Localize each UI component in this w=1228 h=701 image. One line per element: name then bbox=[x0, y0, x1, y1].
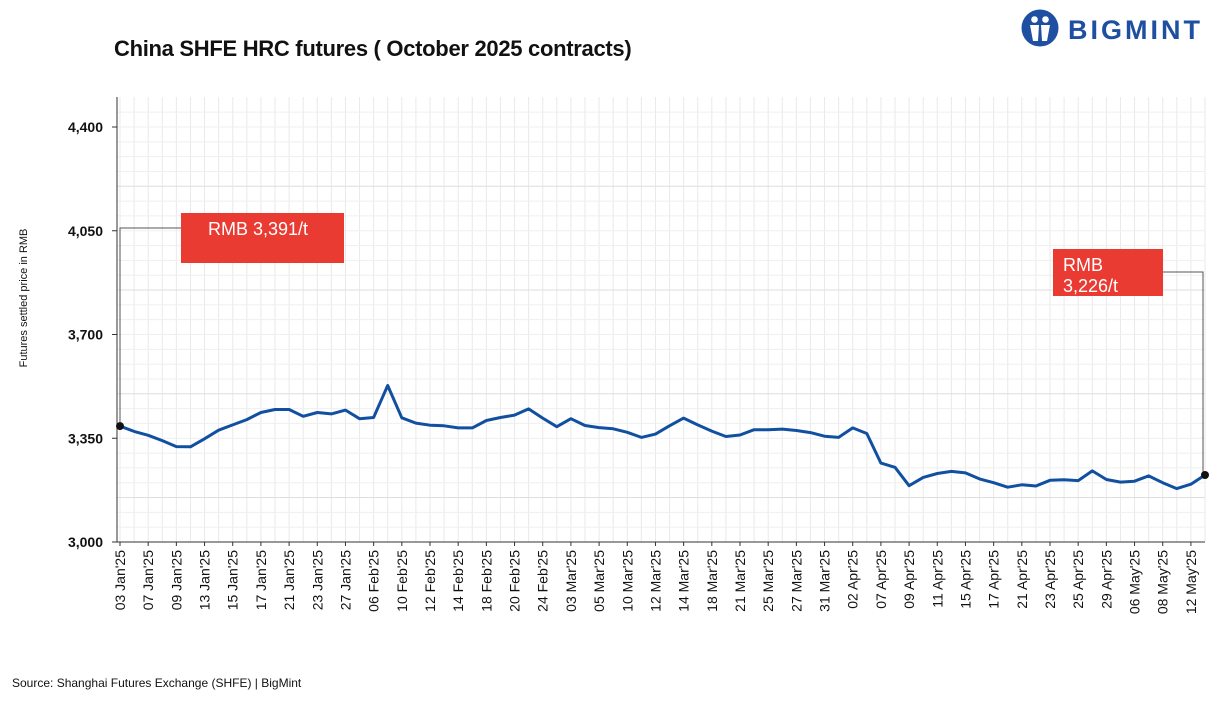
x-tick-label: 20 Feb'25 bbox=[507, 550, 523, 612]
y-tick-label: 4,050 bbox=[68, 223, 103, 239]
x-tick-label: 13 Jan'25 bbox=[197, 550, 213, 610]
x-tick-label: 15 Jan'25 bbox=[225, 550, 241, 610]
x-tick-label: 02 Apr'25 bbox=[845, 550, 861, 609]
source-note: Source: Shanghai Futures Exchange (SHFE)… bbox=[12, 676, 302, 690]
x-tick-label: 23 Apr'25 bbox=[1042, 550, 1058, 609]
x-tick-label: 25 Apr'25 bbox=[1070, 550, 1086, 609]
start-point-marker bbox=[116, 422, 124, 431]
start-price-callout: RMB 3,391/t bbox=[181, 213, 344, 263]
end-price-callout: RMB 3,226/t bbox=[1053, 249, 1163, 296]
x-tick-label: 27 Jan'25 bbox=[337, 550, 353, 610]
x-tick-label: 14 Mar'25 bbox=[676, 550, 692, 612]
x-tick-label: 25 Mar'25 bbox=[760, 550, 776, 612]
bigmint-logo: BIGMINT bbox=[1020, 8, 1220, 52]
y-tick-label: 3,700 bbox=[68, 327, 103, 343]
y-tick-label: 4,400 bbox=[68, 119, 103, 135]
x-tick-label: 12 Mar'25 bbox=[647, 550, 663, 612]
x-tick-label: 15 Apr'25 bbox=[957, 550, 973, 609]
end-point-marker bbox=[1201, 471, 1209, 480]
x-tick-label: 03 Mar'25 bbox=[563, 550, 579, 612]
start-callout-leader bbox=[119, 227, 181, 427]
price-series-line bbox=[118, 384, 1207, 491]
x-tick-label: 27 Mar'25 bbox=[788, 550, 804, 612]
y-tick-label: 3,000 bbox=[68, 534, 103, 550]
x-tick-label: 10 Feb'25 bbox=[394, 550, 410, 612]
end-price-label: RMB 3,226/t bbox=[1063, 255, 1119, 296]
x-tick-label: 08 May'25 bbox=[1155, 550, 1171, 614]
bigmint-logo-icon bbox=[1020, 8, 1060, 53]
bigmint-wordmark: BIGMINT bbox=[1068, 14, 1203, 45]
x-tick-label: 17 Jan'25 bbox=[253, 550, 269, 610]
x-tick-label: 17 Apr'25 bbox=[986, 550, 1002, 609]
x-tick-label: 18 Feb'25 bbox=[478, 550, 494, 612]
x-tick-label: 14 Feb'25 bbox=[450, 550, 466, 612]
x-tick-label: 11 Apr'25 bbox=[929, 550, 945, 608]
x-tick-label: 03 Jan'25 bbox=[112, 550, 128, 610]
x-tick-label: 09 Apr'25 bbox=[901, 550, 917, 609]
x-tick-label: 24 Feb'25 bbox=[535, 550, 551, 612]
x-tick-label: 21 Jan'25 bbox=[281, 550, 297, 610]
x-tick-label: 05 Mar'25 bbox=[591, 550, 607, 612]
x-tick-label: 31 Mar'25 bbox=[817, 550, 833, 612]
x-tick-label: 21 Mar'25 bbox=[732, 550, 748, 612]
x-tick-label: 07 Jan'25 bbox=[140, 550, 156, 610]
y-tick-label: 3,350 bbox=[68, 430, 103, 446]
x-tick-label: 10 Mar'25 bbox=[619, 550, 635, 612]
x-tick-label: 21 Apr'25 bbox=[1014, 550, 1030, 609]
x-tick-label: 23 Jan'25 bbox=[309, 550, 325, 610]
x-tick-label: 18 Mar'25 bbox=[704, 550, 720, 612]
x-tick-label: 09 Jan'25 bbox=[168, 550, 184, 610]
x-tick-label: 06 May'25 bbox=[1127, 550, 1143, 614]
chart-title: China SHFE HRC futures ( October 2025 co… bbox=[114, 36, 632, 61]
x-tick-label: 06 Feb'25 bbox=[366, 550, 382, 612]
x-tick-label: 29 Apr'25 bbox=[1098, 550, 1114, 609]
start-price-label: RMB 3,391/t bbox=[208, 219, 309, 239]
end-callout-leader bbox=[1163, 271, 1204, 476]
x-tick-label: 12 Feb'25 bbox=[422, 550, 438, 612]
x-tick-label: 12 May'25 bbox=[1183, 550, 1199, 614]
x-tick-label: 07 Apr'25 bbox=[873, 550, 889, 609]
